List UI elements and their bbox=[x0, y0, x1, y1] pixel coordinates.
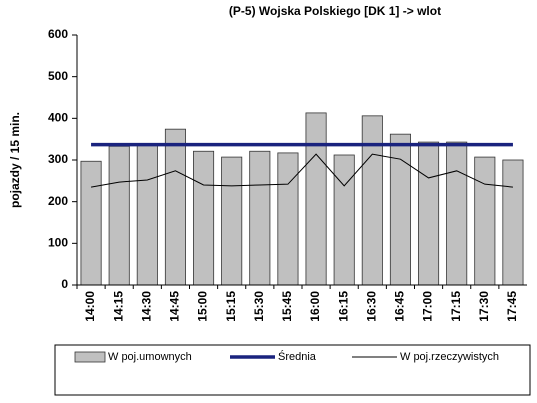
x-tick-label: 15:15 bbox=[224, 291, 238, 322]
bar bbox=[80, 160, 102, 286]
x-tick-label: 15:30 bbox=[252, 291, 266, 322]
x-tick-label: 14:15 bbox=[111, 291, 125, 322]
bar bbox=[333, 154, 355, 286]
x-tick-label: 16:45 bbox=[393, 291, 407, 322]
chart-title: (P-5) Wojska Polskiego [DK 1] -> wlot bbox=[229, 4, 441, 18]
bar bbox=[418, 141, 440, 286]
legend-swatch bbox=[74, 351, 106, 363]
y-tick-label: 400 bbox=[48, 111, 68, 125]
bar bbox=[361, 115, 383, 286]
legend-label: W poj.umownych bbox=[108, 351, 192, 363]
bar bbox=[249, 150, 271, 286]
x-tick-label: 14:00 bbox=[83, 291, 97, 322]
bar bbox=[221, 156, 243, 286]
x-tick-label: 14:30 bbox=[139, 291, 153, 322]
y-tick-label: 100 bbox=[48, 236, 68, 250]
y-tick-label: 300 bbox=[48, 152, 68, 166]
x-tick-label: 16:15 bbox=[336, 291, 350, 322]
y-tick-label: 500 bbox=[48, 69, 68, 83]
bar bbox=[389, 133, 411, 286]
bar bbox=[136, 144, 158, 286]
x-tick-label: 15:45 bbox=[280, 291, 294, 322]
bar bbox=[446, 141, 468, 286]
y-axis-label: pojazdy / 15 min. bbox=[8, 112, 22, 208]
y-tick-label: 200 bbox=[48, 194, 68, 208]
x-tick-label: 14:45 bbox=[168, 291, 182, 322]
bar bbox=[474, 156, 496, 286]
x-tick-label: 17:30 bbox=[477, 291, 491, 322]
bar bbox=[277, 152, 299, 286]
legend-label: W poj.rzeczywistych bbox=[400, 351, 499, 363]
bar bbox=[305, 112, 327, 286]
x-tick-label: 17:45 bbox=[505, 291, 519, 322]
line-series bbox=[90, 153, 513, 188]
x-tick-label: 16:00 bbox=[308, 291, 322, 322]
legend-box bbox=[54, 344, 531, 396]
x-tick-label: 16:30 bbox=[364, 291, 378, 322]
bar bbox=[164, 128, 186, 286]
y-tick-label: 0 bbox=[61, 277, 68, 291]
bar bbox=[108, 145, 130, 286]
bar bbox=[502, 159, 524, 286]
y-tick-label: 600 bbox=[48, 27, 68, 41]
bar bbox=[193, 150, 215, 286]
x-tick-label: 17:15 bbox=[449, 291, 463, 322]
x-tick-label: 15:00 bbox=[196, 291, 210, 322]
x-tick-label: 17:00 bbox=[421, 291, 435, 322]
legend-label: Średnia bbox=[278, 350, 317, 363]
